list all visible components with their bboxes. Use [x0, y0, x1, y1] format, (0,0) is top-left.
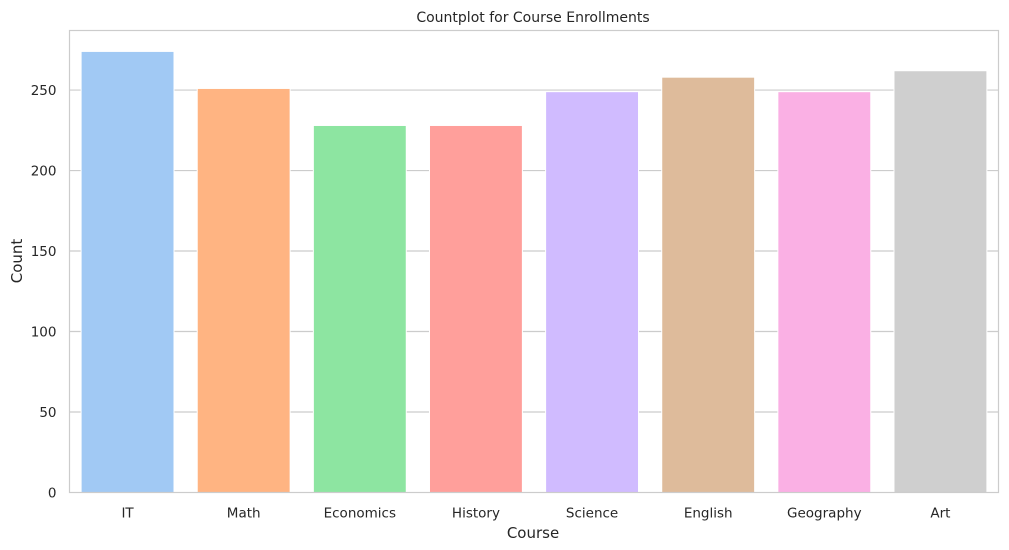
bar-math — [196, 87, 291, 493]
x-tick-labels: IT Math Economics History Science English Geog… — [121, 506, 950, 522]
bar-it — [80, 50, 175, 494]
x-tick-label-english: English — [684, 506, 733, 522]
x-tick-label-geography: Geography — [787, 506, 862, 522]
plot-frame — [68, 29, 1000, 494]
bars — [80, 50, 988, 494]
y-axis-label: Count — [8, 239, 26, 284]
y-tick-label: 100 — [31, 325, 57, 341]
bar-history — [428, 124, 523, 493]
bar-english — [661, 76, 756, 494]
bar-geography — [777, 91, 872, 493]
bar-art — [893, 70, 988, 494]
y-tick-label: 0 — [48, 486, 57, 502]
x-tick-label-math: Math — [227, 506, 261, 522]
x-axis-label: Course — [507, 524, 559, 542]
y-tick-label: 200 — [31, 164, 57, 180]
x-tick-label-art: Art — [930, 506, 950, 522]
y-tick-label: 50 — [39, 405, 56, 421]
bar-science — [545, 91, 640, 493]
bar-economics — [312, 124, 407, 493]
x-tick-label-history: History — [452, 506, 500, 522]
x-tick-label-science: Science — [566, 506, 618, 522]
y-tick-label: 250 — [31, 83, 57, 99]
x-tick-label-economics: Economics — [324, 506, 396, 522]
x-tick-label-it: IT — [121, 506, 134, 522]
y-tick-label: 150 — [31, 244, 57, 260]
y-tick-labels: 0 50 100 150 200 250 — [31, 83, 57, 501]
chart-title: Countplot for Course Enrollments — [416, 10, 649, 26]
